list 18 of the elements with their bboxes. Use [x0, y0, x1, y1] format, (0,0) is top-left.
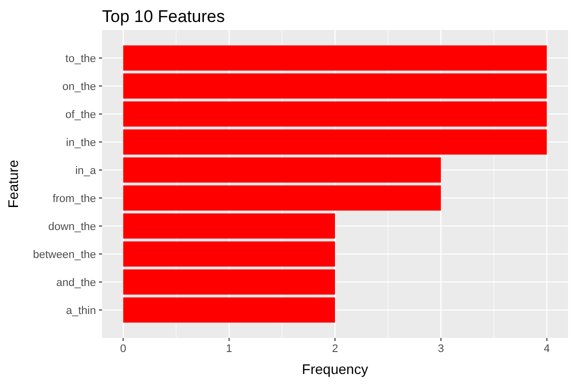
y-tick-label: between_the	[33, 248, 96, 261]
y-tick-label: from_the	[52, 192, 96, 205]
y-tick-label: a_thin	[66, 304, 96, 317]
y-tick-label: on_the	[62, 80, 96, 93]
y-tick-label: to_the	[65, 52, 96, 65]
y-tick-label: and_the	[56, 276, 96, 289]
y-tick-label: in_a	[75, 164, 97, 177]
y-tick-label: of_the	[65, 108, 96, 121]
x-tick-label: 3	[438, 343, 444, 355]
x-axis-title: Frequency	[302, 361, 368, 377]
x-tick-label: 2	[332, 343, 338, 355]
y-tick-label: down_the	[48, 220, 96, 233]
chart-title: Top 10 Features	[102, 7, 225, 26]
y-axis-title: Feature	[5, 160, 21, 208]
y-tick-label: in_the	[66, 136, 96, 149]
x-tick-label: 4	[544, 343, 550, 355]
x-tick-label: 1	[226, 343, 232, 355]
x-tick-label: 0	[120, 343, 126, 355]
